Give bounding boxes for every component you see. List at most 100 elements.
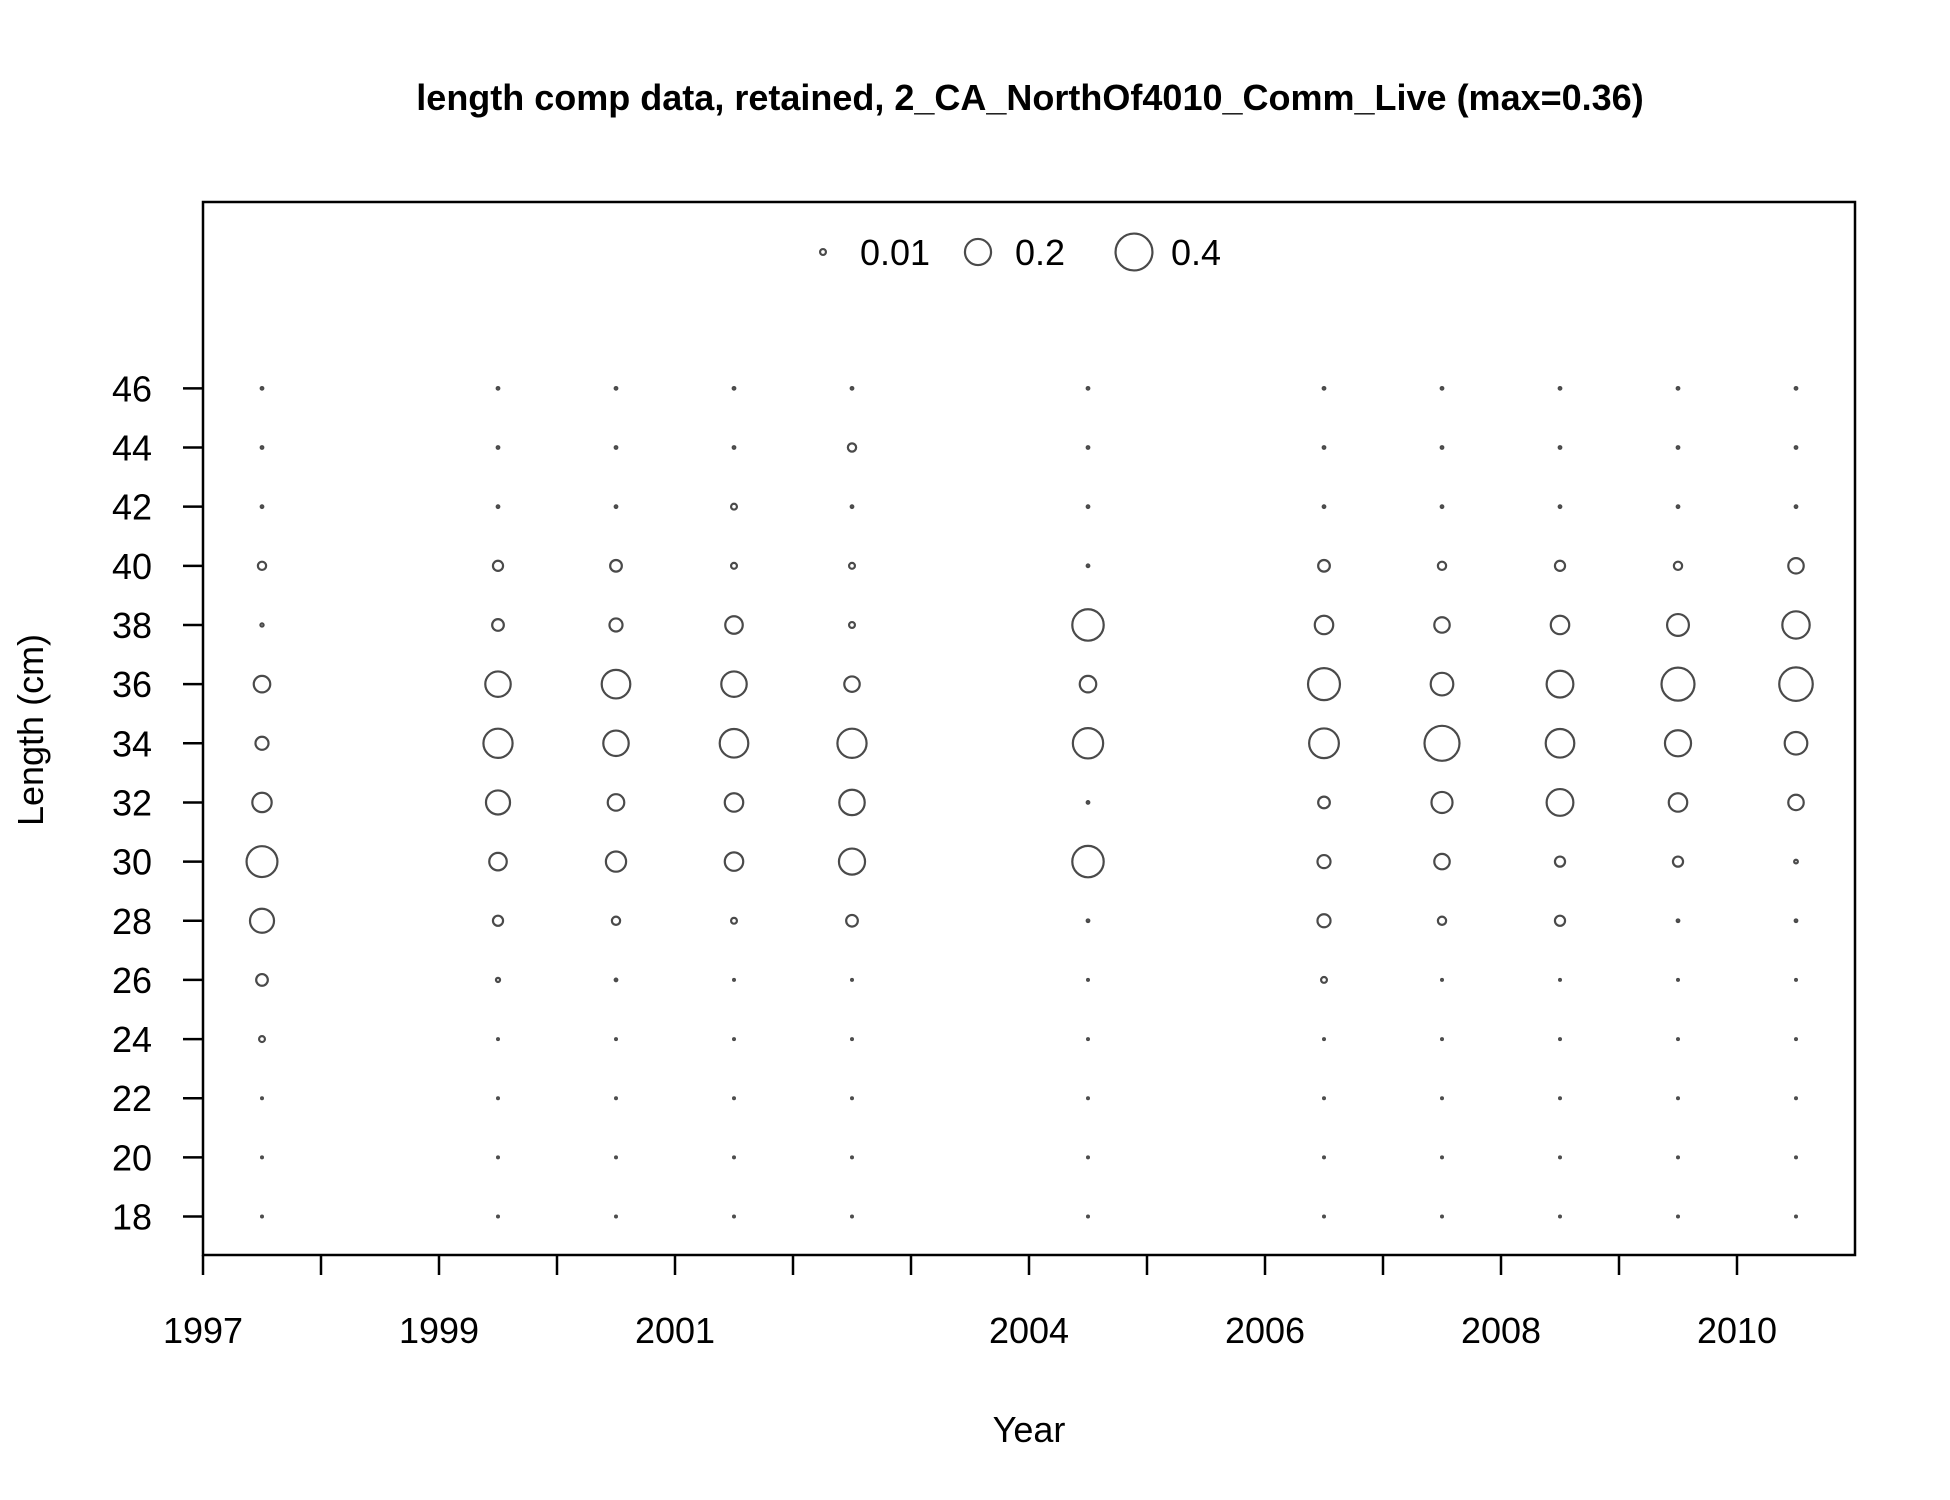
y-tick-label: 24 xyxy=(112,1019,152,1060)
x-axis-label: Year xyxy=(993,1409,1066,1450)
x-tick-label: 2001 xyxy=(635,1310,715,1351)
bubble-mark xyxy=(608,617,624,633)
x-axis: 1997 1999 2001 2004 2006 2008 2010 xyxy=(163,1255,1777,1351)
bubble-mark xyxy=(1085,385,1091,391)
bubble-mark xyxy=(1675,1096,1680,1101)
bubble-mark xyxy=(729,502,739,511)
bubble-mark xyxy=(1793,858,1799,865)
bubble-mark xyxy=(724,615,744,635)
bubble-marks xyxy=(245,385,1814,1219)
bubble-mark xyxy=(1321,504,1327,510)
legend: 0.01 0.2 0.4 xyxy=(818,232,1221,273)
bubble-mark xyxy=(495,504,501,510)
bubble-mark xyxy=(847,620,857,629)
bubble-mark xyxy=(1793,1155,1798,1160)
bubble-mark xyxy=(1439,1096,1444,1101)
y-tick-label: 42 xyxy=(112,487,152,528)
bubble-mark xyxy=(731,385,737,391)
legend-label: 0.4 xyxy=(1171,232,1221,273)
y-tick-label: 18 xyxy=(112,1197,152,1238)
bubble-mark xyxy=(1672,560,1684,572)
x-tick-label: 1999 xyxy=(399,1310,479,1351)
bubble-mark xyxy=(1675,504,1681,510)
bubble-mark xyxy=(1439,977,1444,982)
bubble-mark xyxy=(1675,1155,1680,1160)
y-axis-label: Length (cm) xyxy=(10,634,51,826)
bubble-mark xyxy=(1316,913,1332,929)
bubble-mark xyxy=(613,385,619,391)
bubble-mark xyxy=(849,977,854,982)
bubble-mark xyxy=(1085,445,1091,450)
y-tick-label: 44 xyxy=(112,428,152,469)
bubble-mark xyxy=(846,442,858,453)
bubble-mark xyxy=(613,1037,618,1042)
bubble-mark xyxy=(1433,852,1451,871)
bubble-mark xyxy=(609,558,623,573)
bubble-mark xyxy=(1085,504,1091,510)
bubble-mark xyxy=(496,1155,501,1160)
bubble-mark xyxy=(1317,558,1331,573)
bubble-mark xyxy=(1321,1096,1326,1101)
bubble-mark xyxy=(484,789,512,816)
y-tick-label: 34 xyxy=(112,723,152,764)
bubble-mark xyxy=(252,674,272,694)
bubble-mark xyxy=(1557,1214,1562,1219)
bubble-mark xyxy=(496,1096,501,1101)
bubble-mark xyxy=(260,1155,265,1160)
x-tick-label: 1997 xyxy=(163,1310,243,1351)
bubble-mark xyxy=(248,907,276,934)
bubble-mark xyxy=(600,668,632,700)
y-tick-label: 36 xyxy=(112,664,152,705)
bubble-mark xyxy=(256,560,268,572)
bubble-mark xyxy=(1319,975,1329,984)
bubble-mark xyxy=(1545,787,1575,817)
bubble-mark xyxy=(731,1214,736,1219)
bubble-mark xyxy=(1439,504,1445,510)
bubble-mark xyxy=(849,385,855,391)
x-tick-label: 2004 xyxy=(989,1310,1069,1351)
bubble-mark xyxy=(495,385,501,391)
bubble-mark xyxy=(729,916,739,925)
bubble-mark xyxy=(1085,977,1090,982)
bubble-mark xyxy=(1436,915,1448,926)
bubble-mark xyxy=(1660,666,1696,702)
bubble-mark xyxy=(491,618,505,632)
bubble-mark xyxy=(1544,727,1576,759)
bubble-mark xyxy=(1439,385,1445,391)
bubble-mark xyxy=(1423,724,1461,762)
bubble-mark xyxy=(849,1096,854,1101)
legend-label: 0.01 xyxy=(860,232,930,273)
bubble-mark xyxy=(1793,1037,1798,1042)
bubble-mark xyxy=(1306,667,1342,702)
bubble-mark xyxy=(1793,504,1799,510)
bubble-mark xyxy=(1429,671,1455,697)
bubble-mark xyxy=(1675,1037,1680,1042)
bubble-mark xyxy=(491,559,505,572)
bubble-mark xyxy=(604,850,628,873)
bubble-mark xyxy=(718,727,750,759)
bubble-mark xyxy=(1793,1214,1798,1219)
bubble-mark xyxy=(255,972,269,987)
bubble-mark xyxy=(602,729,630,758)
bubble-mark xyxy=(1436,560,1448,572)
y-tick-label: 46 xyxy=(112,368,152,409)
bubble-mark xyxy=(613,445,619,450)
bubble-mark xyxy=(496,1214,501,1219)
bubble-mark xyxy=(1321,385,1327,391)
bubble-mark xyxy=(1071,844,1105,879)
y-tick-label: 38 xyxy=(112,605,152,646)
bubble-mark xyxy=(723,792,745,813)
bubble-mark xyxy=(847,561,857,570)
bubble-mark xyxy=(1439,1214,1444,1219)
bubble-mark xyxy=(1553,559,1567,572)
bubble-mark xyxy=(1787,557,1805,575)
bubble-mark xyxy=(1085,1096,1090,1101)
bubble-mark xyxy=(1313,614,1335,636)
bubble-mark xyxy=(849,504,855,510)
bubble-mark xyxy=(1557,1037,1562,1042)
bubble-mark xyxy=(836,727,868,759)
y-tick-label: 22 xyxy=(112,1078,152,1119)
bubble-mark xyxy=(845,913,859,928)
bubble-mark xyxy=(260,1214,265,1219)
